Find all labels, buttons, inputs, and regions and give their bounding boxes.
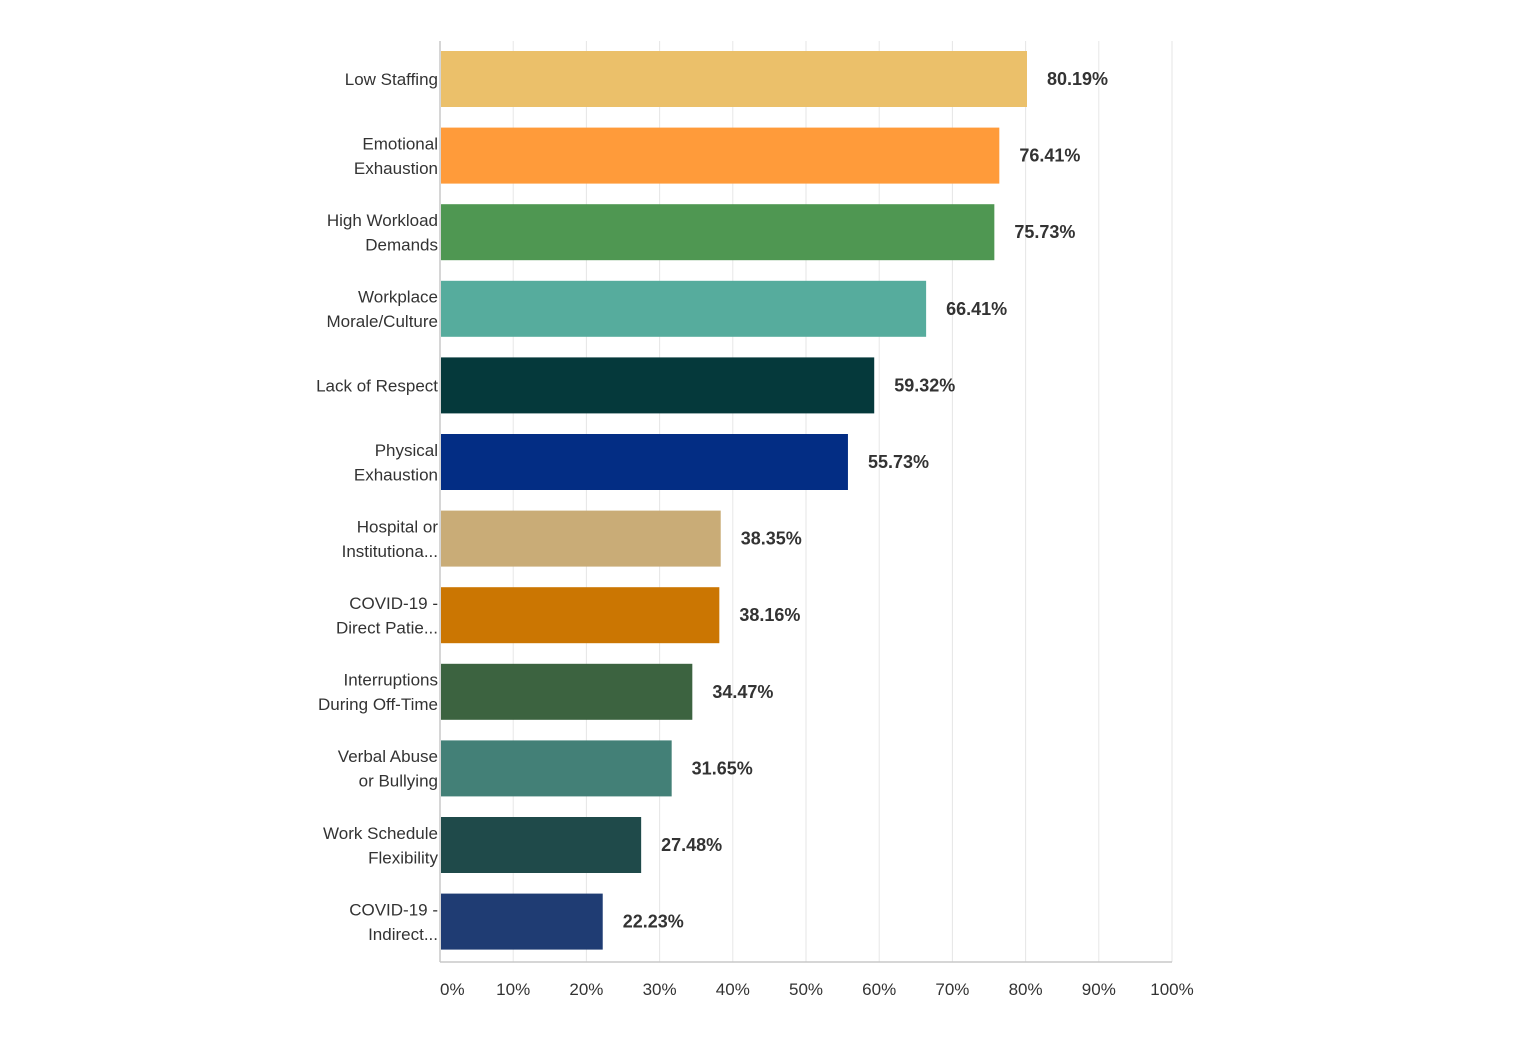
x-tick-label: 60% xyxy=(862,980,896,999)
bar xyxy=(441,357,875,414)
category-label-line: Demands xyxy=(365,235,438,254)
value-label: 34.47% xyxy=(712,682,773,702)
x-tick-label: 70% xyxy=(935,980,969,999)
x-tick-label: 90% xyxy=(1082,980,1116,999)
x-tick-label: 30% xyxy=(643,980,677,999)
bar xyxy=(441,127,1000,184)
category-label: Interruptions During Off-Time xyxy=(318,671,438,715)
category-label: Physical Exhaustion xyxy=(354,441,438,485)
category-label: COVID-19 - Indirect... xyxy=(349,900,438,944)
value-label: 22.23% xyxy=(623,912,684,932)
category-label-line: Morale/Culture xyxy=(327,312,439,331)
category-label-line: Flexibility xyxy=(368,848,438,867)
category-label: Verbal Abuse or Bullying xyxy=(338,747,438,791)
category-label-line: Low Staffing xyxy=(345,70,438,89)
category-label-line: Verbal Abuse xyxy=(338,747,438,766)
category-label: COVID-19 - Direct Patie... xyxy=(336,594,438,638)
bar xyxy=(441,740,672,797)
value-label: 66.41% xyxy=(946,299,1007,319)
value-label: 31.65% xyxy=(692,758,753,778)
category-label: Workplace Morale/Culture xyxy=(327,288,439,332)
value-label: 75.73% xyxy=(1014,222,1075,242)
x-tick-label: 80% xyxy=(1009,980,1043,999)
bar xyxy=(441,893,603,950)
x-tick-label: 10% xyxy=(496,980,530,999)
category-label-line: Emotional xyxy=(362,134,438,153)
category-label-line: Work Schedule xyxy=(323,824,438,843)
x-tick-label: 100% xyxy=(1150,980,1193,999)
bar xyxy=(441,663,693,720)
category-label-line: or Bullying xyxy=(359,772,438,791)
category-label: Emotional Exhaustion xyxy=(354,134,438,178)
x-tick-labels: 0% 10% 20% 30% 40% 50% 60% 70% 80% 90% 100% xyxy=(440,980,1194,999)
category-label-line: During Off-Time xyxy=(318,695,438,714)
bar xyxy=(441,817,642,873)
category-label-line: High Workload xyxy=(327,211,438,230)
category-label-line: Institutiona... xyxy=(342,542,438,561)
x-tick-label: 0% xyxy=(440,980,465,999)
category-label-line: Lack of Respect xyxy=(316,376,438,395)
value-label: 27.48% xyxy=(661,835,722,855)
category-label-line: Exhaustion xyxy=(354,159,438,178)
category-label-line: Hospital or xyxy=(357,517,439,536)
category-labels: Low Staffing Emotional Exhaustion High Work… xyxy=(316,70,438,944)
value-label: 59.32% xyxy=(894,375,955,395)
category-label-line: Indirect... xyxy=(368,925,438,944)
bar xyxy=(441,51,1027,107)
value-label: 55.73% xyxy=(868,452,929,472)
category-label-line: Interruptions xyxy=(344,671,439,690)
value-label: 80.19% xyxy=(1047,69,1108,89)
bar xyxy=(441,280,927,337)
bar xyxy=(441,587,720,644)
category-label: Lack of Respect xyxy=(316,376,438,395)
bar xyxy=(441,434,848,490)
value-label: 38.35% xyxy=(741,529,802,549)
value-labels: 80.19% 76.41% 75.73% 66.41% 59.32% 55.73% 38.3… xyxy=(623,69,1108,932)
value-label: 38.16% xyxy=(739,605,800,625)
x-tick-label: 50% xyxy=(789,980,823,999)
category-label-line: Direct Patie... xyxy=(336,618,438,637)
category-label-line: Workplace xyxy=(358,288,438,307)
bars xyxy=(441,51,1027,950)
x-tick-label: 40% xyxy=(716,980,750,999)
category-label: Hospital or Institutiona... xyxy=(342,517,439,561)
bar xyxy=(441,204,995,261)
category-label: Low Staffing xyxy=(345,70,438,89)
x-tick-label: 20% xyxy=(569,980,603,999)
category-label-line: COVID-19 - xyxy=(349,594,438,613)
value-label: 76.41% xyxy=(1019,146,1080,166)
category-label-line: COVID-19 - xyxy=(349,900,438,919)
bar xyxy=(441,510,721,567)
category-label: Work Schedule Flexibility xyxy=(323,824,438,868)
category-label: High Workload Demands xyxy=(327,211,438,255)
category-label-line: Physical xyxy=(375,441,438,460)
gridlines xyxy=(512,41,1173,962)
category-label-line: Exhaustion xyxy=(354,465,438,484)
